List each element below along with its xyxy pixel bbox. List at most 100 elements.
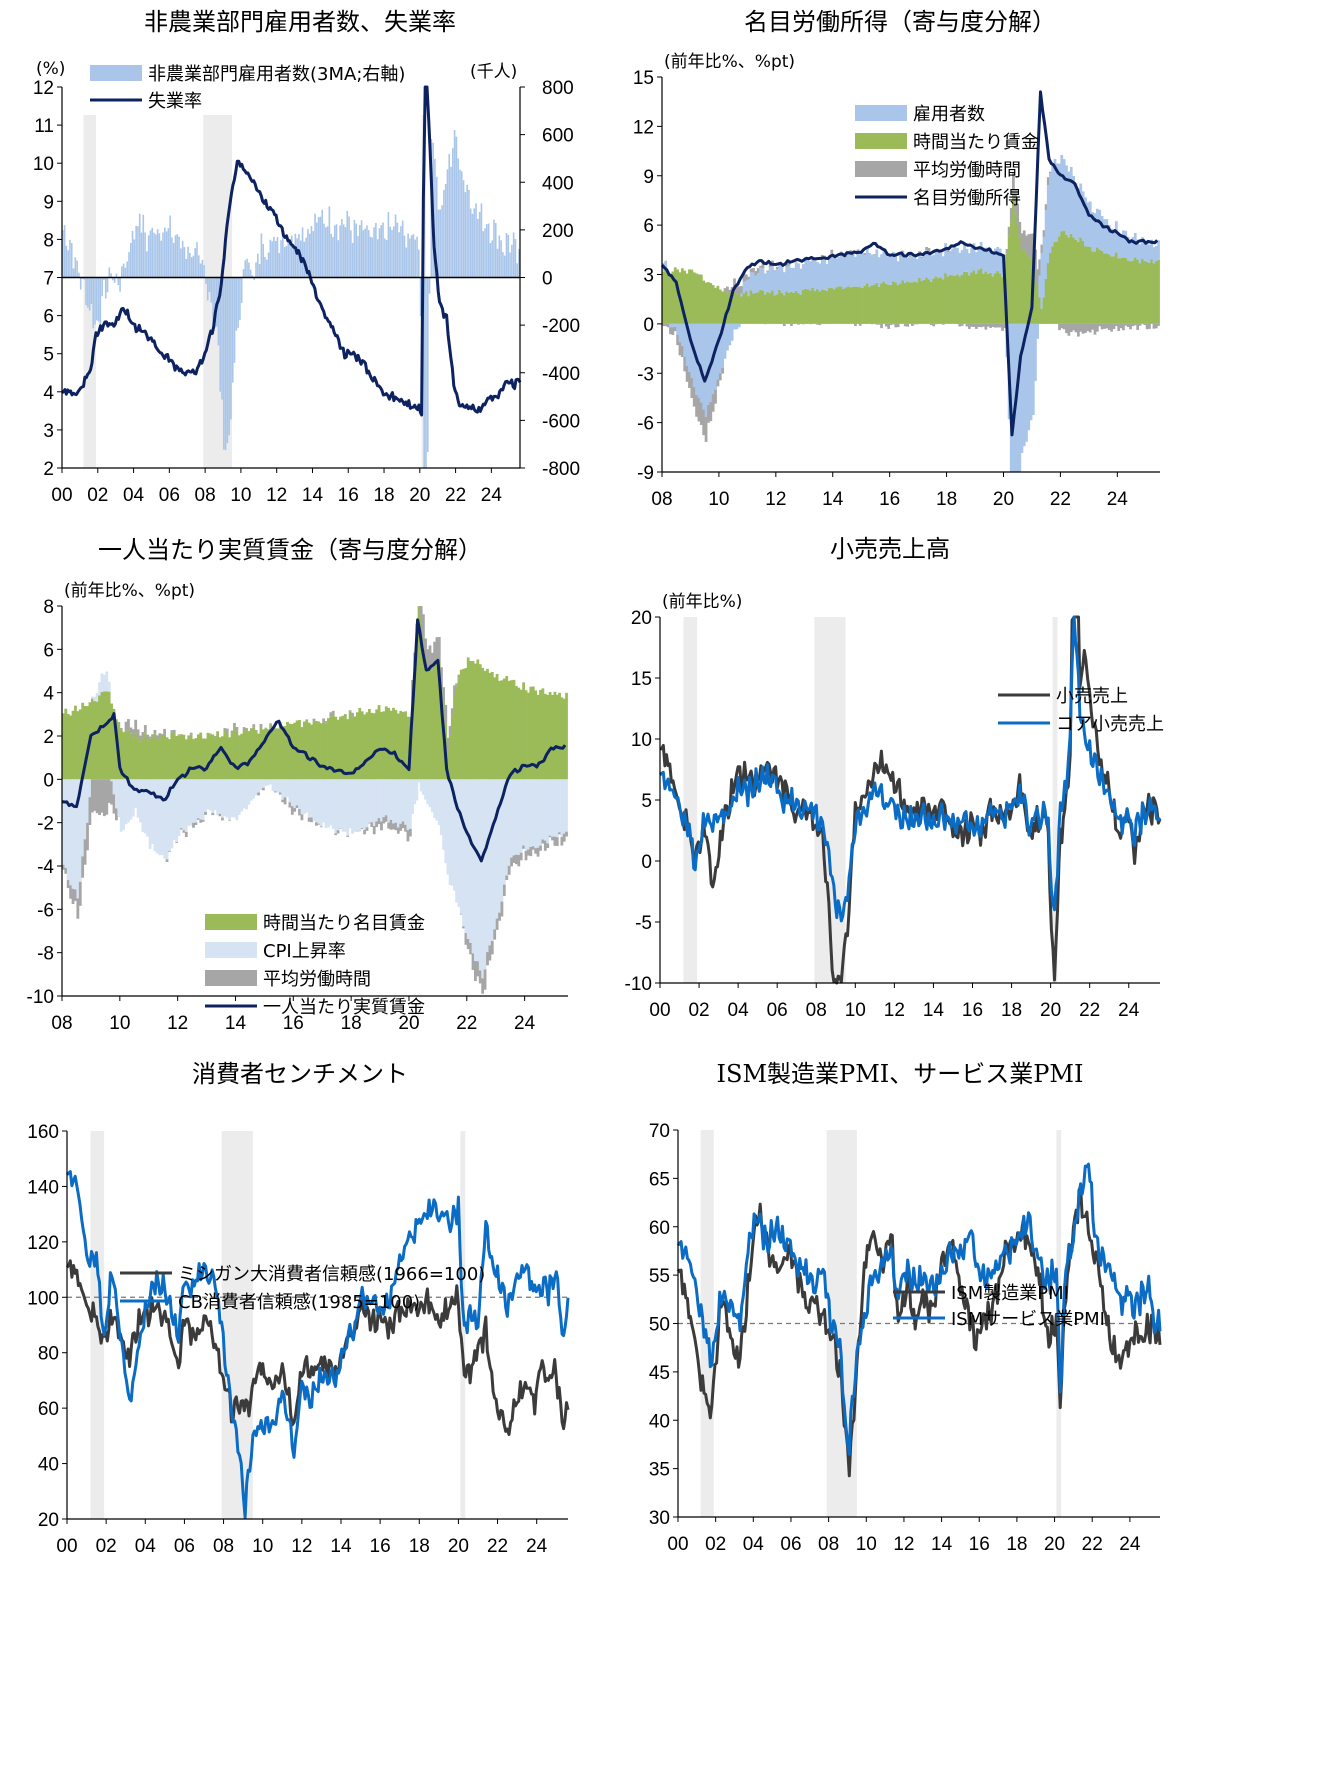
bar-segment bbox=[242, 727, 246, 731]
payroll-bar bbox=[205, 277, 207, 284]
bar-segment bbox=[372, 825, 376, 835]
bar-segment bbox=[697, 274, 701, 324]
x-tick-label: 22 bbox=[456, 1013, 477, 1034]
x-tick-label: 18 bbox=[373, 485, 394, 506]
bar-segment bbox=[450, 708, 454, 716]
bar-segment bbox=[666, 274, 670, 324]
payroll-bar bbox=[273, 236, 275, 278]
payroll-bar bbox=[226, 277, 229, 444]
bar-segment bbox=[201, 738, 205, 780]
chart-title: 非農業部門雇用者数、失業率 bbox=[144, 8, 456, 36]
bar-segment bbox=[873, 255, 876, 285]
legend-swatch bbox=[855, 133, 907, 149]
bar-segment bbox=[877, 323, 881, 325]
payroll-bar bbox=[115, 273, 118, 278]
y-tick-label: 4 bbox=[43, 684, 54, 705]
bar-segment bbox=[329, 779, 333, 826]
bar-segment bbox=[1086, 246, 1090, 324]
bar-segment bbox=[1084, 323, 1087, 333]
bar-segment bbox=[221, 817, 224, 821]
bar-segment bbox=[766, 271, 770, 292]
bar-segment bbox=[560, 697, 564, 780]
bar-segment bbox=[522, 845, 526, 849]
bar-segment bbox=[455, 685, 459, 780]
bar-segment bbox=[723, 288, 727, 291]
bar-segment bbox=[690, 377, 694, 399]
bar-segment bbox=[929, 255, 933, 282]
bar-segment bbox=[476, 779, 480, 962]
bar-segment bbox=[384, 779, 388, 816]
bar-segment bbox=[105, 779, 109, 815]
bar-segment bbox=[1157, 323, 1160, 326]
bar-segment bbox=[797, 263, 800, 294]
bar-segment bbox=[669, 273, 672, 324]
bar-segment bbox=[483, 779, 487, 970]
payroll-bar bbox=[262, 243, 264, 278]
bar-segment bbox=[305, 779, 309, 812]
bar-segment bbox=[1084, 246, 1087, 324]
bar-segment bbox=[184, 739, 188, 780]
bar-segment bbox=[1051, 246, 1055, 324]
payroll-bar bbox=[137, 226, 139, 278]
bar-segment bbox=[62, 864, 65, 870]
bar-segment bbox=[801, 264, 805, 290]
bar-segment bbox=[1051, 166, 1055, 247]
bar-segment bbox=[160, 779, 164, 856]
payroll-bar bbox=[473, 208, 476, 278]
bar-segment bbox=[948, 274, 952, 324]
bar-segment bbox=[543, 693, 547, 780]
bar-segment bbox=[440, 667, 443, 687]
y2-tick-label: 0 bbox=[542, 269, 553, 290]
bar-segment bbox=[787, 292, 791, 324]
bar-segment bbox=[444, 779, 448, 864]
payroll-bar bbox=[210, 277, 213, 303]
bar-segment bbox=[1084, 197, 1087, 247]
bar-segment bbox=[288, 802, 292, 808]
bar-segment bbox=[870, 254, 874, 286]
bar-segment bbox=[382, 779, 386, 818]
payroll-bar bbox=[350, 230, 352, 278]
bar-segment bbox=[896, 323, 900, 328]
bar-segment bbox=[300, 814, 304, 821]
bar-segment bbox=[170, 732, 174, 780]
bar-segment bbox=[1079, 183, 1083, 238]
payroll-bar bbox=[319, 216, 322, 278]
bar-segment bbox=[433, 641, 437, 664]
bar-segment bbox=[343, 779, 347, 832]
bar-segment bbox=[1145, 241, 1149, 263]
bar-segment bbox=[551, 779, 554, 837]
payroll-bar bbox=[183, 247, 186, 278]
payroll-bar bbox=[185, 258, 188, 278]
payroll-bar bbox=[69, 239, 71, 278]
bar-segment bbox=[213, 735, 217, 738]
bar-segment bbox=[259, 723, 263, 728]
payroll-bar bbox=[396, 222, 399, 278]
bar-segment bbox=[500, 901, 504, 917]
x-tick-label: 14 bbox=[330, 1536, 352, 1557]
bar-segment bbox=[1072, 237, 1076, 324]
bar-segment bbox=[1049, 173, 1052, 253]
bar-segment bbox=[873, 284, 876, 324]
bar-segment bbox=[483, 670, 487, 780]
bar-segment bbox=[1145, 262, 1149, 324]
bar-segment bbox=[512, 855, 516, 863]
bar-segment bbox=[417, 779, 421, 783]
bar-segment bbox=[194, 738, 198, 780]
legend-swatch bbox=[205, 942, 257, 958]
bar-segment bbox=[76, 898, 80, 919]
bar-segment bbox=[502, 779, 506, 885]
bar-segment bbox=[382, 711, 386, 780]
bar-segment bbox=[906, 257, 910, 282]
bar-segment bbox=[151, 779, 154, 845]
payroll-bar bbox=[441, 205, 443, 278]
bar-segment bbox=[669, 323, 672, 328]
bar-segment bbox=[382, 817, 386, 824]
bar-segment bbox=[858, 287, 862, 324]
bar-segment bbox=[1098, 323, 1102, 327]
bar-segment bbox=[187, 737, 191, 780]
bar-segment bbox=[115, 808, 118, 821]
bar-segment bbox=[1112, 230, 1116, 257]
bar-segment bbox=[474, 779, 477, 962]
